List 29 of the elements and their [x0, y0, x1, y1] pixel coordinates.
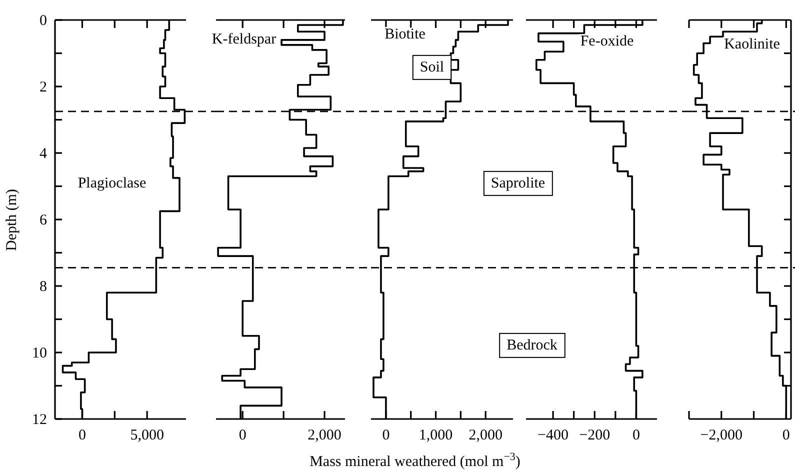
legend-label: K-feldspar	[212, 31, 276, 48]
annotation: Soil	[420, 59, 444, 76]
x-tick-label: 5,000	[130, 428, 164, 444]
x-tick-label: 0	[238, 428, 246, 444]
x-tick-label: 0	[782, 428, 790, 444]
y-tick-label: 2	[40, 79, 47, 96]
x-tick-label: 1,000	[418, 428, 453, 444]
y-tick-label: 0	[40, 12, 47, 29]
x-tick-label: 2,000	[308, 428, 342, 444]
legend-label: Biotite	[384, 26, 426, 42]
y-tick-label: 6	[40, 212, 48, 228]
x-tick-label: 0	[78, 428, 86, 444]
annotation: Bedrock	[506, 337, 558, 354]
y-tick-label: 8	[40, 278, 47, 295]
x-tick-label: −2,000	[700, 428, 742, 444]
y-tick-label: 12	[32, 412, 47, 428]
x-tick-label: −400	[538, 428, 569, 444]
y-tick-label: 10	[32, 345, 47, 362]
legend-label: Fe-oxide	[580, 33, 634, 50]
y-tick-label: 4	[40, 146, 48, 162]
x-tick-label: 0	[632, 428, 640, 444]
x-tick-label: −200	[579, 428, 610, 444]
y-axis-title: Depth (m)	[4, 188, 20, 252]
x-tick-label: 2,000	[468, 428, 502, 444]
x-axis-title: Mass mineral weathered (mol m$^{−3}$)	[310, 451, 520, 470]
series-label: Plagioclase	[78, 175, 146, 192]
annotation: Saprolite	[490, 175, 546, 192]
x-tick-label: 0	[382, 428, 390, 444]
legend-label: Kaolinite	[724, 36, 780, 52]
